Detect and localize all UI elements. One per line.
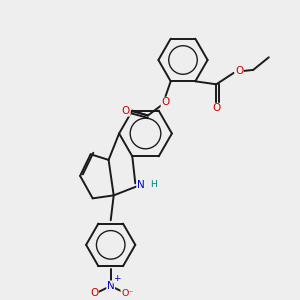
Text: O: O: [212, 103, 220, 113]
Text: O: O: [90, 289, 98, 298]
Text: +: +: [113, 274, 120, 283]
Text: N: N: [137, 180, 145, 190]
Text: O: O: [122, 106, 130, 116]
Text: O⁻: O⁻: [121, 289, 134, 298]
Text: H: H: [151, 180, 157, 189]
Text: O: O: [235, 66, 243, 76]
Text: N: N: [107, 281, 115, 291]
Text: O: O: [161, 97, 170, 107]
